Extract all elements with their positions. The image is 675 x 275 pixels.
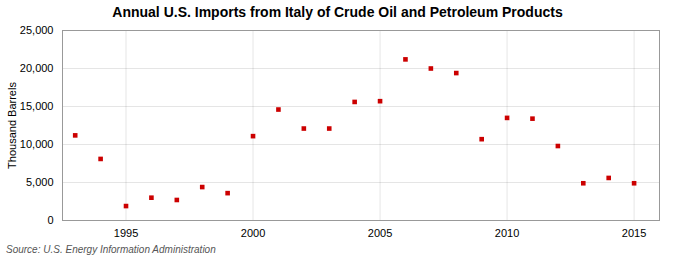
svg-text:1995: 1995 bbox=[114, 227, 138, 239]
svg-text:0: 0 bbox=[47, 214, 53, 226]
svg-text:5,000: 5,000 bbox=[26, 176, 54, 188]
svg-text:Thousand Barrels: Thousand Barrels bbox=[6, 82, 18, 169]
svg-text:2000: 2000 bbox=[241, 227, 265, 239]
svg-text:10,000: 10,000 bbox=[20, 138, 54, 150]
svg-text:2005: 2005 bbox=[368, 227, 392, 239]
svg-text:20,000: 20,000 bbox=[20, 62, 54, 74]
html-text:Annual U.S. Imports from Italy: Annual U.S. Imports from Italy of Crude … bbox=[112, 4, 563, 20]
svg-text:15,000: 15,000 bbox=[20, 100, 54, 112]
svg-text:2015: 2015 bbox=[622, 227, 646, 239]
html-text:Source: U.S. Energy Informatio: Source: U.S. Energy Information Administ… bbox=[6, 244, 216, 255]
svg-text:25,000: 25,000 bbox=[20, 24, 54, 36]
svg-text:2010: 2010 bbox=[495, 227, 519, 239]
